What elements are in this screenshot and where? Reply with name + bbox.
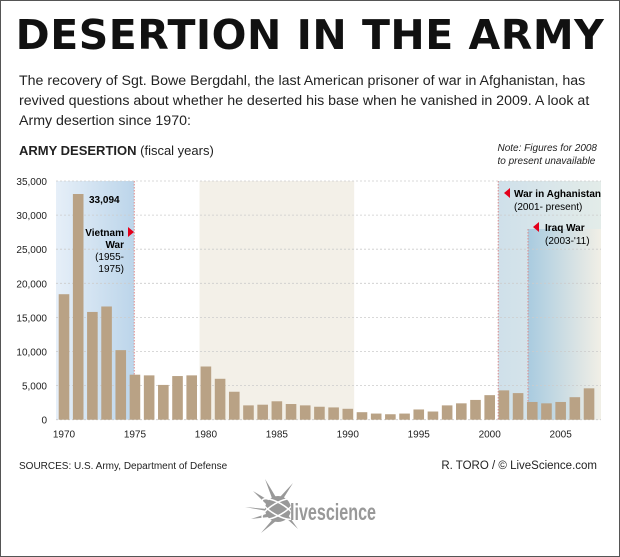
arrow-left-icon <box>504 188 510 198</box>
atom-splat-icon <box>245 479 298 533</box>
page-title: DESERTION IN THE ARMY <box>15 11 605 59</box>
bar-1986 <box>285 404 297 420</box>
bar-2005 <box>555 401 566 420</box>
chart-title: ARMY DESERTION (fiscal years) <box>19 143 214 158</box>
credit: R. TORO / © LiveScience.com <box>441 460 597 472</box>
bar-1992 <box>370 413 382 420</box>
bar-1984 <box>257 404 268 420</box>
vietnam-label: Vietnam <box>85 228 124 239</box>
x-tick-label: 1975 <box>124 430 147 441</box>
bar-1999 <box>470 399 481 420</box>
bar-1990 <box>342 408 354 420</box>
arrow-right-icon <box>128 227 134 237</box>
sources: SOURCES: U.S. Army, Department of Defens… <box>19 461 228 472</box>
bar-1978 <box>172 376 183 420</box>
bar-2000 <box>484 395 495 420</box>
bar-2002 <box>512 393 524 420</box>
bar-1988 <box>314 406 325 420</box>
y-tick-label: 0 <box>41 416 47 427</box>
bar-1987 <box>299 405 311 420</box>
iraq-war-band <box>528 229 601 420</box>
x-tick-label: 1980 <box>195 430 218 441</box>
x-tick-label: 2005 <box>550 430 573 441</box>
bar-1991 <box>356 412 368 420</box>
bar-1979 <box>186 375 198 420</box>
bar-1980 <box>200 366 212 420</box>
intro-text: The recovery of Sgt. Bowe Bergdahl, the … <box>19 73 590 129</box>
note-line: Note: Figures for 2008 <box>497 143 598 154</box>
arrow-left-icon <box>533 222 539 232</box>
logo-text: livescience <box>290 499 376 525</box>
peak-label: 33,094 <box>89 195 120 206</box>
bar-1998 <box>456 403 467 420</box>
bar-1989 <box>328 407 339 420</box>
vietnam-label: War <box>105 240 124 251</box>
bar-1981 <box>214 378 226 420</box>
chart-title-main: ARMY DESERTION <box>19 143 137 158</box>
y-tick-label: 5,000 <box>22 382 47 393</box>
x-tick-label: 1990 <box>337 430 360 441</box>
y-tick-label: 25,000 <box>16 245 47 256</box>
y-tick-label: 10,000 <box>16 348 47 359</box>
chart-note: Note: Figures for 2008 to present unavai… <box>498 142 598 168</box>
bar-1973 <box>101 306 112 420</box>
bar-1982 <box>228 391 240 420</box>
afghanistan-years: (2001- present) <box>514 202 582 213</box>
y-tick-label: 20,000 <box>16 279 47 290</box>
bar-1970 <box>58 294 70 420</box>
x-tick-label: 2000 <box>479 430 502 441</box>
bar-1971 <box>72 193 84 420</box>
bar-1996 <box>427 411 439 420</box>
bar-2001 <box>498 390 510 420</box>
bar-2004 <box>541 403 552 420</box>
bar-1994 <box>399 413 410 420</box>
bar-1995 <box>413 409 425 420</box>
y-tick-label: 15,000 <box>16 313 47 324</box>
vietnam-years: 1975) <box>98 264 124 275</box>
y-tick-label: 30,000 <box>16 211 47 222</box>
x-tick-label: 1985 <box>266 430 289 441</box>
x-tick-label: 1995 <box>408 430 431 441</box>
bar-chart: 0 5,000 10,000 15,000 20,000 25,000 30,000 35,0… <box>16 177 601 441</box>
x-tick-label: 1970 <box>53 430 76 441</box>
iraq-label: Iraq War <box>545 223 585 234</box>
bar-2007 <box>583 388 595 420</box>
bar-1975 <box>129 374 141 420</box>
iraq-years: (2003-'11) <box>545 236 590 247</box>
bar-2006 <box>569 397 581 420</box>
bar-1993 <box>385 414 396 420</box>
afghanistan-label: War in Aghanistan <box>514 189 601 200</box>
bar-1974 <box>115 350 127 420</box>
bar-1983 <box>243 405 254 420</box>
bar-1997 <box>441 405 453 420</box>
vietnam-years: (1955- <box>95 252 124 263</box>
bar-1972 <box>87 311 98 420</box>
bar-1985 <box>271 401 283 420</box>
note-line: to present unavailable <box>497 156 596 167</box>
bar-1977 <box>158 384 169 420</box>
y-tick-label: 35,000 <box>16 177 47 188</box>
livescience-logo: livescience <box>245 479 376 533</box>
chart-subtitle: (fiscal years) <box>140 143 214 158</box>
bar-2003 <box>526 401 538 420</box>
bar-1976 <box>143 375 155 420</box>
